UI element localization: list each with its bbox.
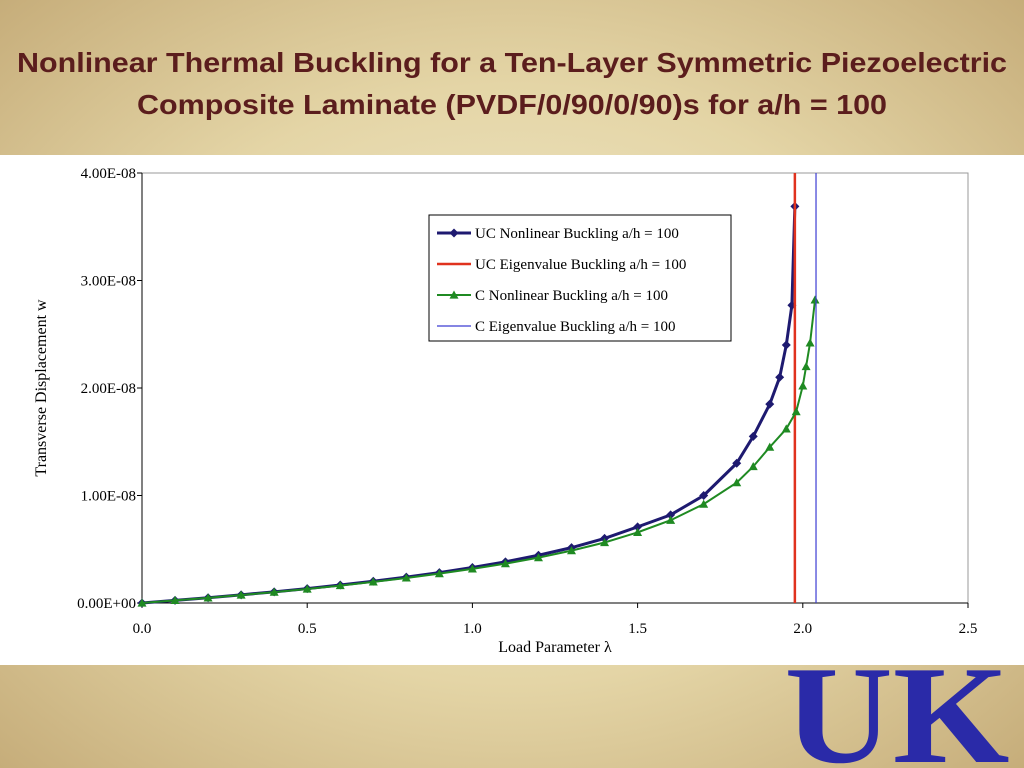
marker-triangle [765,442,775,451]
x-axis-label: Load Parameter λ [498,639,612,656]
legend-label: UC Eigenvalue Buckling a/h = 100 [475,257,686,273]
marker-triangle [401,573,411,582]
marker-diamond [666,510,676,520]
marker-triangle [500,559,510,568]
y-tick-label: 2.00E-08 [81,381,136,397]
marker-diamond [748,431,758,441]
y-tick-label: 4.00E-08 [81,166,136,182]
marker-triangle [633,527,643,536]
marker-diamond [781,340,791,350]
marker-triangle [137,598,147,607]
marker-triangle [368,577,378,586]
marker-triangle [600,537,610,547]
marker-triangle [781,424,791,433]
legend-box [428,214,732,342]
marker-triangle [801,362,811,371]
marker-triangle [805,338,815,347]
marker-triangle [170,595,180,605]
marker-diamond [449,228,459,238]
marker-diamond [775,372,785,382]
marker-diamond [732,458,742,468]
x-tick-label: 1.0 [463,621,482,637]
marker-triangle [732,478,742,487]
marker-triangle [533,553,543,562]
marker-triangle [467,564,477,573]
marker-diamond [699,491,709,500]
legend-label: C Nonlinear Buckling a/h = 100 [475,288,668,304]
x-tick-label: 2.0 [793,621,812,637]
x-tick-label: 2.5 [959,621,978,637]
marker-triangle [434,569,444,578]
title-line: Composite Laminate (PVDF/0/90/0/90)s for… [137,89,887,120]
x-tick-label: 1.5 [628,621,647,637]
legend-label: UC Nonlinear Buckling a/h = 100 [475,226,679,242]
marker-triangle [810,295,820,304]
marker-triangle [748,461,758,471]
marker-triangle [236,590,246,599]
title-line: Nonlinear Thermal Buckling for a Ten-Lay… [17,47,1007,78]
marker-diamond [633,522,643,532]
marker-triangle [666,515,676,524]
legend-label: C Eigenvalue Buckling a/h = 100 [475,319,676,335]
marker-triangle [449,290,459,299]
marker-triangle [798,381,808,390]
logo: UK [785,638,1010,768]
marker-triangle [203,593,213,602]
marker-triangle [302,584,312,593]
marker-triangle [335,581,345,590]
marker-triangle [791,407,801,416]
marker-triangle [567,546,577,555]
x-tick-label: 0.0 [133,621,152,637]
y-tick-label: 3.00E-08 [81,274,136,290]
marker-diamond [765,399,775,409]
y-tick-label: 1.00E-08 [81,489,136,505]
marker-triangle [699,499,709,508]
y-axis-label: Transverse Displacement w [33,299,50,477]
x-tick-label: 0.5 [298,621,317,637]
y-tick-label: 0.00E+00 [77,596,136,612]
marker-triangle [269,587,279,596]
